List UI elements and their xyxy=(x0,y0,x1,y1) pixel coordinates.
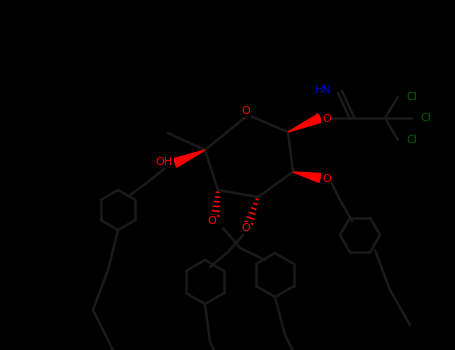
Polygon shape xyxy=(288,114,322,132)
Text: O: O xyxy=(322,174,331,184)
Text: Cl: Cl xyxy=(406,135,417,145)
Text: O: O xyxy=(322,114,331,124)
Text: O: O xyxy=(242,223,250,233)
Polygon shape xyxy=(293,172,321,182)
Text: O: O xyxy=(207,216,217,226)
Polygon shape xyxy=(173,150,205,167)
Text: Cl: Cl xyxy=(420,113,431,123)
Text: O: O xyxy=(242,106,250,116)
Text: HN: HN xyxy=(315,85,332,95)
Text: Cl: Cl xyxy=(406,92,417,102)
Text: OH: OH xyxy=(156,157,173,167)
